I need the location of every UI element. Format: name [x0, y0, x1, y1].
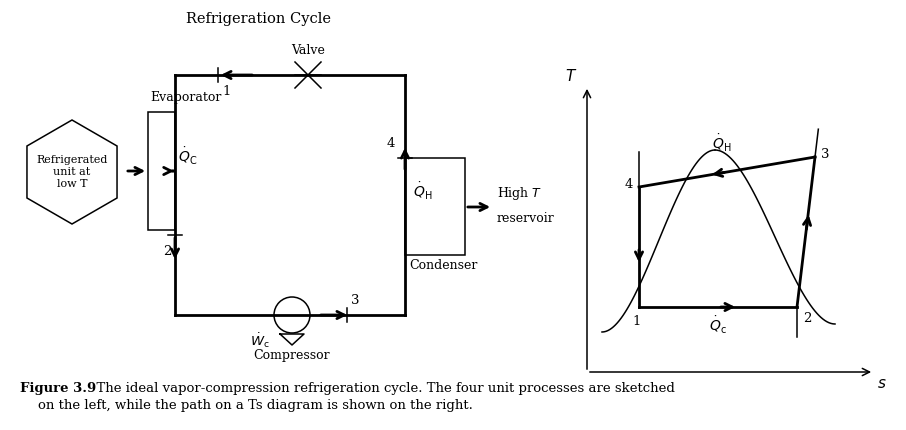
- Text: $s$: $s$: [877, 377, 887, 391]
- Text: unit at: unit at: [53, 167, 91, 177]
- Text: $\dot{Q}_\mathrm{c}$: $\dot{Q}_\mathrm{c}$: [709, 315, 727, 336]
- Text: Refrigeration Cycle: Refrigeration Cycle: [186, 12, 331, 26]
- Text: 4: 4: [387, 137, 395, 150]
- Text: Refrigerated: Refrigerated: [36, 155, 108, 165]
- Text: 1: 1: [632, 315, 641, 328]
- Text: 3: 3: [351, 294, 360, 307]
- Text: High $T$: High $T$: [497, 185, 543, 202]
- Text: $\dot{W}_\mathrm{c}$: $\dot{W}_\mathrm{c}$: [250, 331, 270, 350]
- Text: low T: low T: [57, 179, 87, 189]
- Text: 1: 1: [222, 85, 230, 98]
- Text: 2: 2: [803, 312, 812, 325]
- Text: 4: 4: [624, 178, 633, 191]
- Text: The ideal vapor-compression refrigeration cycle. The four unit processes are ske: The ideal vapor-compression refrigeratio…: [88, 382, 675, 395]
- Text: $\dot{Q}_\mathrm{C}$: $\dot{Q}_\mathrm{C}$: [178, 146, 198, 167]
- Text: Figure 3.9: Figure 3.9: [20, 382, 96, 395]
- Text: Valve: Valve: [291, 44, 325, 57]
- Text: reservoir: reservoir: [497, 212, 554, 225]
- Text: $T$: $T$: [564, 68, 577, 84]
- Text: Evaporator: Evaporator: [150, 91, 221, 104]
- Text: $\dot{Q}_\mathrm{H}$: $\dot{Q}_\mathrm{H}$: [712, 133, 732, 154]
- Text: $\dot{Q}_\mathrm{H}$: $\dot{Q}_\mathrm{H}$: [413, 181, 432, 202]
- Text: Condenser: Condenser: [409, 259, 477, 272]
- Text: Compressor: Compressor: [254, 349, 331, 362]
- Text: 2: 2: [162, 245, 171, 258]
- Text: 3: 3: [821, 148, 830, 162]
- Text: on the left, while the path on a Ts diagram is shown on the right.: on the left, while the path on a Ts diag…: [38, 399, 473, 412]
